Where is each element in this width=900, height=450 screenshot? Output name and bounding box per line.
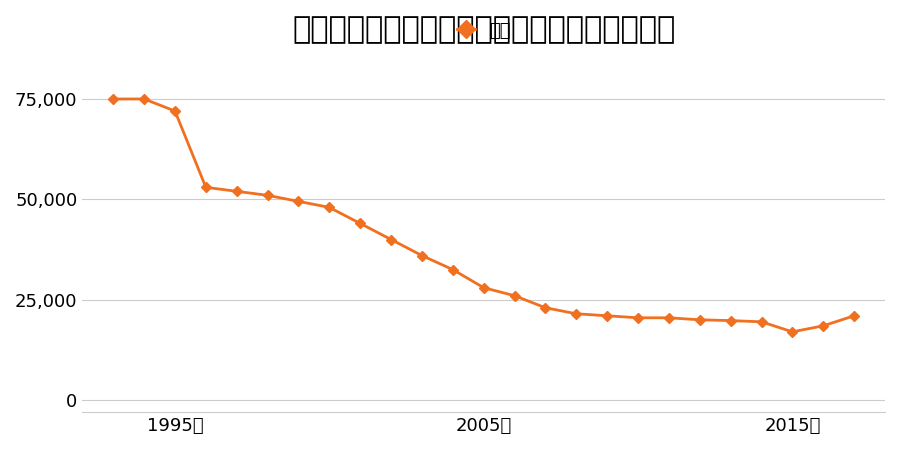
価格 <box>633 315 643 320</box>
Legend: 価格: 価格 <box>449 15 518 48</box>
価格 <box>293 198 304 204</box>
価格 <box>849 313 859 319</box>
Title: 宮城県多賀城市宮内２丁目８０番外の地価推移: 宮城県多賀城市宮内２丁目８０番外の地価推移 <box>292 15 675 44</box>
価格 <box>231 189 242 194</box>
価格 <box>756 319 767 324</box>
価格 <box>540 305 551 310</box>
価格 <box>355 221 365 226</box>
価格 <box>571 311 581 316</box>
価格 <box>478 285 489 290</box>
価格 <box>663 315 674 320</box>
価格 <box>262 193 273 198</box>
価格 <box>818 323 829 328</box>
価格 <box>417 253 428 258</box>
価格 <box>139 96 149 102</box>
価格 <box>695 317 706 323</box>
価格 <box>787 329 797 334</box>
価格 <box>509 293 520 298</box>
価格 <box>324 205 335 210</box>
価格 <box>108 96 119 102</box>
価格 <box>169 108 180 114</box>
価格 <box>447 267 458 272</box>
価格 <box>201 184 212 190</box>
価格 <box>602 313 613 319</box>
Line: 価格: 価格 <box>110 95 858 335</box>
価格 <box>386 237 397 242</box>
価格 <box>725 318 736 323</box>
